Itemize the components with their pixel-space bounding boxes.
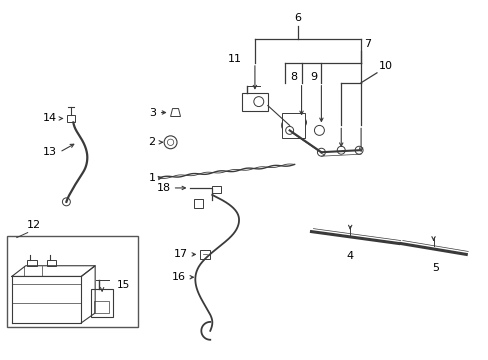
Bar — [46, 260, 56, 266]
Bar — [67, 114, 75, 122]
Bar — [200, 251, 210, 260]
Polygon shape — [170, 109, 180, 117]
Text: 1: 1 — [148, 173, 155, 183]
Bar — [91, 289, 113, 317]
Circle shape — [281, 117, 297, 133]
Text: 17: 17 — [174, 249, 188, 260]
Circle shape — [285, 126, 293, 134]
Text: 6: 6 — [293, 13, 301, 23]
Circle shape — [62, 198, 70, 206]
Circle shape — [354, 146, 362, 154]
Bar — [242, 93, 267, 111]
Bar — [212, 186, 221, 193]
Text: 8: 8 — [290, 72, 297, 82]
Bar — [194, 199, 203, 208]
Polygon shape — [281, 113, 304, 138]
Circle shape — [317, 148, 325, 156]
Bar — [7, 235, 138, 327]
Text: 2: 2 — [148, 137, 155, 147]
Text: 12: 12 — [27, 220, 41, 230]
Circle shape — [164, 136, 177, 149]
Text: 10: 10 — [378, 61, 392, 71]
Text: 18: 18 — [156, 183, 170, 193]
Circle shape — [167, 139, 173, 145]
Text: 3: 3 — [148, 108, 155, 117]
Bar — [27, 260, 37, 266]
Text: 5: 5 — [431, 263, 438, 273]
Text: 16: 16 — [171, 272, 185, 282]
Circle shape — [337, 146, 345, 154]
Bar — [94, 301, 109, 313]
Circle shape — [314, 125, 324, 135]
Text: 4: 4 — [346, 251, 353, 261]
Circle shape — [296, 117, 306, 127]
Text: 7: 7 — [364, 39, 370, 49]
Text: 9: 9 — [310, 72, 317, 82]
Text: 13: 13 — [42, 147, 56, 157]
Text: 11: 11 — [227, 54, 242, 64]
Circle shape — [253, 96, 263, 107]
Text: 14: 14 — [42, 113, 56, 123]
Text: 15: 15 — [117, 280, 130, 290]
